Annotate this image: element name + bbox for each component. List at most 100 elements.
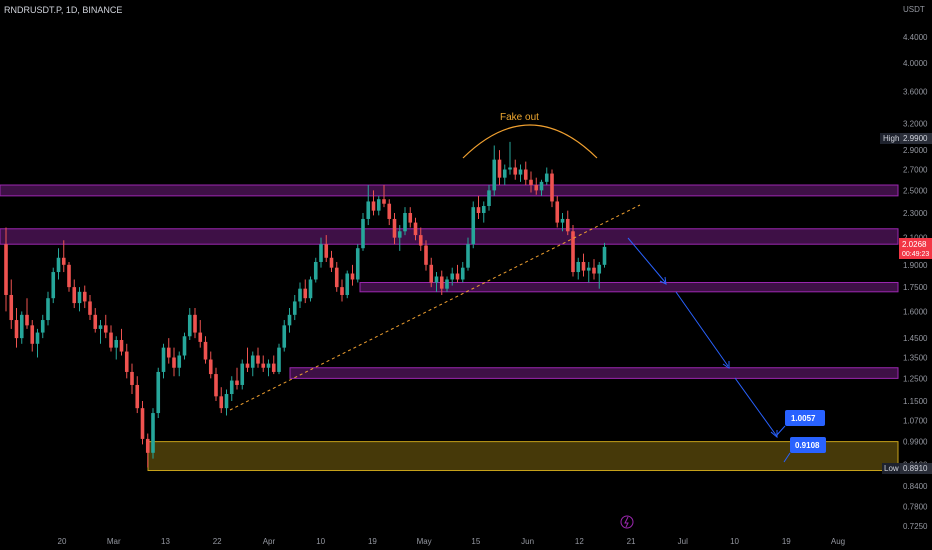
candle[interactable]: [40, 314, 45, 339]
candle[interactable]: [67, 261, 71, 292]
candle[interactable]: [140, 400, 145, 445]
candle[interactable]: [319, 237, 323, 268]
candle[interactable]: [371, 190, 376, 216]
candle[interactable]: [82, 285, 87, 309]
resistance-zone-3[interactable]: [359, 282, 899, 293]
candle[interactable]: [250, 351, 255, 377]
candle[interactable]: [529, 171, 533, 193]
candle[interactable]: [266, 359, 271, 377]
candle[interactable]: [229, 376, 234, 401]
candle[interactable]: [277, 343, 281, 375]
candle[interactable]: [130, 363, 134, 395]
candle[interactable]: [193, 308, 197, 339]
candle[interactable]: [471, 201, 476, 249]
candle[interactable]: [439, 270, 444, 295]
candle[interactable]: [555, 195, 560, 228]
candle[interactable]: [240, 359, 245, 390]
candle[interactable]: [397, 225, 402, 251]
demand-zone[interactable]: [147, 441, 899, 472]
candle[interactable]: [135, 376, 140, 414]
candle[interactable]: [224, 389, 229, 416]
candle[interactable]: [329, 250, 334, 273]
candle[interactable]: [308, 276, 313, 302]
candle[interactable]: [597, 261, 602, 289]
candle[interactable]: [61, 240, 66, 273]
candle[interactable]: [497, 150, 502, 186]
trendline[interactable]: [229, 204, 641, 411]
candle[interactable]: [355, 244, 360, 283]
candle[interactable]: [492, 145, 497, 196]
candle[interactable]: [445, 276, 449, 292]
candle[interactable]: [109, 325, 113, 352]
candle[interactable]: [345, 270, 350, 299]
candle[interactable]: [166, 338, 171, 364]
candle[interactable]: [282, 320, 287, 352]
candle[interactable]: [534, 177, 539, 195]
candle[interactable]: [203, 336, 208, 364]
candle[interactable]: [187, 308, 192, 341]
candle[interactable]: [340, 279, 344, 302]
candle[interactable]: [550, 169, 554, 208]
price-axis[interactable]: 4.4000 4.0000 3.6000 3.2000 2.9000 2.7000 2.50…: [903, 33, 928, 531]
candle[interactable]: [72, 279, 77, 309]
candle[interactable]: [219, 387, 224, 414]
candle[interactable]: [298, 282, 302, 309]
candle[interactable]: [25, 298, 29, 329]
resistance-zone-1[interactable]: [0, 184, 899, 197]
candle[interactable]: [408, 207, 413, 228]
candle[interactable]: [560, 212, 565, 232]
candle[interactable]: [476, 195, 481, 219]
candle[interactable]: [544, 167, 549, 186]
candle[interactable]: [508, 141, 512, 175]
candle[interactable]: [88, 294, 92, 321]
candle[interactable]: [382, 185, 386, 208]
candle[interactable]: [156, 367, 161, 419]
candle[interactable]: [455, 264, 460, 283]
candle[interactable]: [387, 199, 392, 226]
candle[interactable]: [46, 291, 50, 326]
candle[interactable]: [376, 195, 381, 216]
candle[interactable]: [151, 408, 155, 459]
candle[interactable]: [366, 185, 371, 226]
candle[interactable]: [602, 242, 607, 268]
candle[interactable]: [19, 311, 24, 344]
fake-out-arc[interactable]: [462, 124, 598, 159]
candle[interactable]: [502, 164, 507, 186]
target-label-2[interactable]: 0.9108: [783, 437, 826, 463]
candle[interactable]: [592, 259, 596, 280]
candle[interactable]: [198, 320, 203, 348]
resistance-zone-4[interactable]: [289, 367, 899, 379]
candle[interactable]: [418, 227, 423, 251]
candle[interactable]: [518, 164, 523, 182]
candle[interactable]: [77, 287, 82, 312]
candle[interactable]: [145, 433, 150, 468]
candle[interactable]: [481, 201, 486, 223]
candle[interactable]: [245, 347, 250, 372]
candle[interactable]: [9, 279, 14, 329]
candle[interactable]: [523, 161, 528, 186]
candle[interactable]: [14, 308, 19, 348]
candle[interactable]: [235, 367, 239, 390]
candle[interactable]: [403, 207, 407, 236]
candle[interactable]: [271, 355, 276, 375]
candle[interactable]: [114, 336, 119, 360]
candle[interactable]: [256, 347, 260, 368]
projection-arrows[interactable]: [627, 237, 778, 439]
time-axis[interactable]: 20 Mar 13 22 Apr 10 19 May 15 Jun 12 21 Jul 10 19 Aug: [58, 537, 846, 546]
candle[interactable]: [261, 355, 266, 372]
candle[interactable]: [30, 320, 35, 352]
candle[interactable]: [487, 185, 491, 211]
candle[interactable]: [303, 279, 308, 304]
candle[interactable]: [4, 227, 8, 312]
candle[interactable]: [182, 332, 187, 360]
candle[interactable]: [350, 264, 355, 286]
candle[interactable]: [103, 314, 108, 339]
candle[interactable]: [98, 320, 103, 344]
candle[interactable]: [460, 261, 465, 283]
candle[interactable]: [35, 328, 40, 358]
candle[interactable]: [292, 294, 297, 321]
candle[interactable]: [429, 257, 434, 288]
candle[interactable]: [466, 237, 470, 271]
candle[interactable]: [124, 343, 129, 379]
candle[interactable]: [208, 351, 213, 379]
